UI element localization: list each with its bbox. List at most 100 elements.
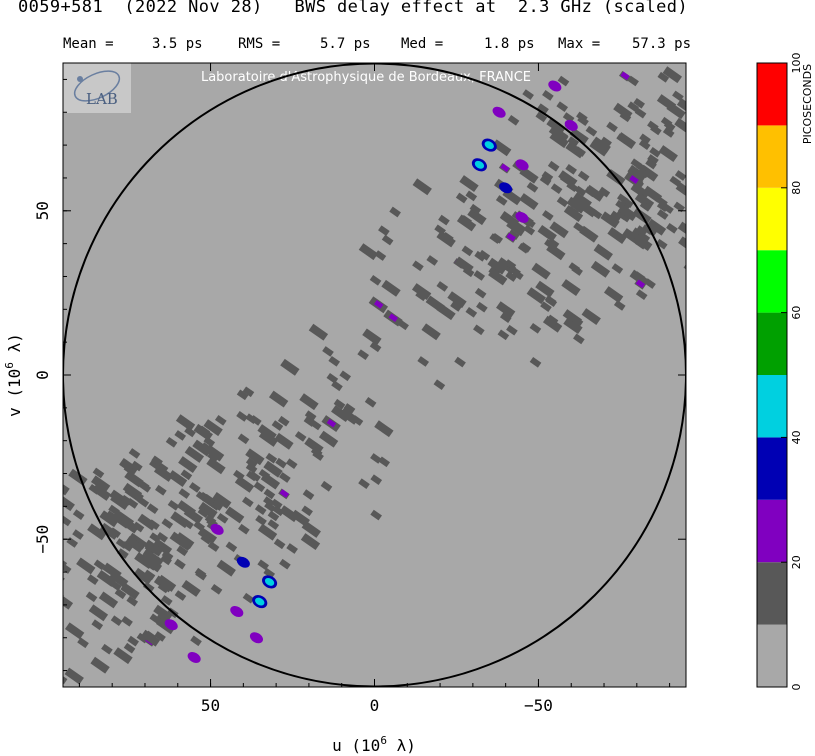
delay-field-blob bbox=[465, 190, 478, 202]
delay-field-blob bbox=[474, 250, 486, 262]
delay-feature bbox=[164, 619, 178, 631]
delay-field-blob bbox=[91, 619, 104, 631]
delay-field-blob bbox=[236, 411, 248, 422]
delay-feature bbox=[515, 159, 529, 171]
delay-field-blob bbox=[124, 470, 144, 488]
delay-field-blob bbox=[131, 460, 143, 472]
delay-field-blob bbox=[320, 480, 333, 492]
delay-field-blob bbox=[122, 482, 143, 500]
delay-field-blob bbox=[642, 185, 663, 203]
delay-field-blob bbox=[593, 243, 613, 261]
delay-field bbox=[63, 66, 686, 685]
delay-field-blob bbox=[647, 154, 659, 165]
colorbar-band bbox=[757, 250, 787, 313]
delay-field-blob bbox=[542, 210, 554, 221]
delay-field-blob bbox=[630, 158, 643, 170]
delay-field-blob bbox=[545, 296, 558, 308]
delay-field-blob bbox=[506, 232, 516, 242]
delay-field-blob bbox=[63, 494, 75, 512]
delay-field-blob bbox=[140, 629, 161, 647]
delay-field-blob bbox=[245, 448, 265, 466]
delay-field-blob bbox=[65, 622, 85, 640]
delay-field-blob bbox=[72, 509, 85, 520]
delay-field-blob bbox=[309, 419, 322, 431]
delay-field-blob bbox=[113, 647, 133, 665]
delay-field-blob bbox=[544, 238, 556, 250]
delay-field-blob bbox=[257, 523, 278, 541]
delay-field-blob bbox=[672, 90, 684, 102]
delay-field-blob bbox=[301, 505, 313, 517]
delay-feature bbox=[499, 182, 513, 194]
stat-rms-label: RMS = bbox=[238, 36, 281, 52]
delay-field-blob bbox=[326, 372, 339, 384]
colorbar-tick-label: 60 bbox=[790, 306, 803, 320]
delay-field-blob bbox=[101, 643, 113, 655]
delay-field-blob bbox=[180, 469, 193, 481]
delay-field-blob bbox=[397, 319, 409, 331]
delay-field-blob bbox=[245, 457, 258, 469]
delay-field-blob bbox=[267, 519, 280, 530]
delay-feature bbox=[564, 119, 578, 131]
stat-rms-value: 5.7 ps bbox=[320, 36, 371, 52]
delay-field-blob bbox=[63, 557, 68, 569]
delay-field-blob bbox=[246, 470, 258, 482]
delay-field-blob bbox=[154, 631, 166, 642]
delay-field-blob bbox=[137, 496, 150, 508]
delay-field-blob bbox=[117, 548, 129, 559]
plot-background bbox=[63, 63, 686, 687]
delay-field-blob bbox=[629, 269, 649, 287]
delay-field-blob bbox=[675, 182, 686, 200]
delay-field-blob bbox=[417, 356, 430, 367]
delay-field-blob bbox=[146, 503, 159, 515]
delay-field-blob bbox=[151, 455, 163, 467]
delay-field-blob bbox=[114, 588, 127, 600]
colorbar-label: PICOSECONDS bbox=[801, 64, 814, 144]
x-tick-label: −50 bbox=[524, 696, 553, 715]
delay-field-blob bbox=[98, 591, 119, 609]
delay-field-blob bbox=[155, 613, 168, 625]
delay-field-blob bbox=[96, 570, 117, 587]
delay-feature bbox=[255, 597, 265, 606]
delay-field-blob bbox=[539, 175, 552, 186]
delay-field-blob bbox=[333, 398, 346, 410]
delay-field-blob bbox=[436, 230, 456, 248]
delay-field-blob bbox=[102, 562, 122, 580]
delay-field-blob bbox=[523, 224, 536, 236]
delay-field-blob bbox=[178, 456, 198, 474]
delay-field-blob bbox=[304, 437, 324, 455]
delay-field-blob bbox=[137, 513, 157, 531]
delay-field-blob bbox=[274, 432, 294, 450]
delay-field-blob bbox=[339, 407, 359, 425]
delay-field-blob bbox=[224, 506, 245, 524]
delay-field-blob bbox=[147, 544, 160, 555]
delay-field-blob bbox=[184, 426, 196, 438]
delay-field-blob bbox=[678, 236, 686, 254]
delay-field-blob bbox=[99, 510, 119, 528]
colorbar-band bbox=[757, 187, 787, 251]
delay-field-blob bbox=[263, 488, 276, 500]
delay-field-blob bbox=[556, 130, 569, 142]
delay-field-blob bbox=[339, 370, 352, 382]
stat-max-label: Max = bbox=[558, 36, 601, 52]
delay-field-blob bbox=[433, 379, 446, 391]
delay-field-blob bbox=[250, 415, 262, 426]
delay-field-blob bbox=[645, 158, 657, 170]
delay-field-blob bbox=[388, 313, 398, 323]
y-tick-label: 50 bbox=[33, 201, 52, 220]
delay-field-blob bbox=[72, 529, 84, 540]
delay-field-blob bbox=[193, 423, 213, 441]
delay-field-blob bbox=[574, 146, 586, 157]
delay-field-blob bbox=[662, 127, 675, 138]
delay-field-blob bbox=[86, 574, 99, 585]
logo-dot-icon bbox=[77, 76, 83, 82]
delay-field-blob bbox=[133, 567, 153, 585]
y-axis: 50 0 −50 bbox=[33, 78, 686, 672]
delay-field-blob bbox=[257, 424, 277, 442]
delay-field-blob bbox=[459, 175, 479, 193]
colorbar-tick-label: 100 bbox=[790, 53, 803, 74]
stat-med-label: Med = bbox=[401, 36, 444, 52]
delay-field-blob bbox=[572, 192, 592, 209]
delay-field-blob bbox=[529, 322, 542, 334]
delay-field-blob bbox=[507, 229, 520, 241]
